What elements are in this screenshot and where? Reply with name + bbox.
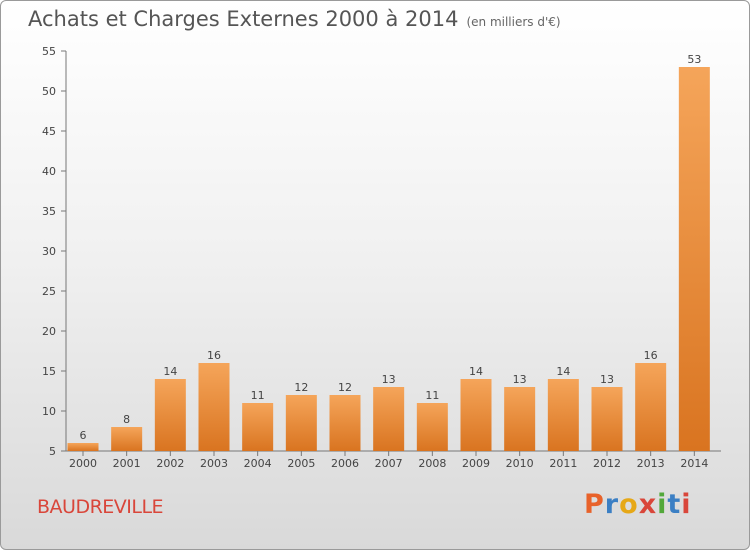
bar-value-label: 14 (556, 365, 570, 378)
bar-value-label: 13 (513, 373, 527, 386)
x-tick-label: 2005 (287, 457, 315, 470)
y-tick-label: 40 (42, 165, 56, 178)
y-tick-label: 55 (42, 45, 56, 58)
proxiti-logo: Proxiti (584, 489, 692, 520)
x-tick-label: 2012 (593, 457, 621, 470)
y-tick-label: 15 (42, 365, 56, 378)
x-axis-ticks: 2000 2001 2002 2003 2004 2005 2006 2007 2008 2009… (69, 451, 708, 470)
bar (154, 379, 186, 451)
bar (591, 387, 623, 451)
bar-value-label: 8 (123, 413, 130, 426)
bar (460, 379, 492, 451)
y-tick-label: 20 (42, 325, 56, 338)
bar-value-label: 11 (425, 389, 439, 402)
x-tick-label: 2007 (375, 457, 403, 470)
commune-name: BAUDREVILLE (37, 496, 164, 518)
bar-value-label: 12 (338, 381, 352, 394)
bar (416, 403, 448, 451)
bar (285, 395, 317, 451)
logo-letter: x (638, 489, 658, 520)
logo-letter: i (681, 489, 692, 520)
bar-value-label: 14 (469, 365, 483, 378)
bar (373, 387, 405, 451)
bar (329, 395, 361, 451)
bar (635, 363, 667, 451)
bar-value-label: 13 (382, 373, 396, 386)
bar (111, 427, 143, 451)
y-tick-label: 30 (42, 245, 56, 258)
x-tick-label: 2002 (156, 457, 184, 470)
bars: 6 8 14 16 11 12 12 13 11 14 13 14 13 16 53 (67, 53, 710, 451)
bar-value-label: 16 (207, 349, 221, 362)
x-tick-label: 2004 (244, 457, 272, 470)
x-tick-label: 2001 (113, 457, 141, 470)
bar-value-label: 16 (644, 349, 658, 362)
logo-letter: P (584, 489, 605, 520)
x-tick-label: 2003 (200, 457, 228, 470)
y-tick-label: 25 (42, 285, 56, 298)
logo-letter: t (667, 489, 682, 520)
y-axis-ticks: 5 10 15 20 25 30 35 40 45 50 55 (42, 45, 66, 458)
x-tick-label: 2000 (69, 457, 97, 470)
x-tick-label: 2006 (331, 457, 359, 470)
bar-value-label: 6 (80, 429, 87, 442)
logo-letter: r (604, 489, 620, 520)
y-tick-label: 35 (42, 205, 56, 218)
x-tick-label: 2011 (549, 457, 577, 470)
y-tick-label: 5 (49, 445, 56, 458)
x-tick-label: 2009 (462, 457, 490, 470)
bar (504, 387, 536, 451)
logo-letter: o (619, 489, 639, 520)
logo-letter: i (657, 489, 668, 520)
bar (198, 363, 230, 451)
x-tick-label: 2014 (680, 457, 708, 470)
bar-value-label: 53 (687, 53, 701, 66)
x-tick-label: 2008 (418, 457, 446, 470)
bar (242, 403, 274, 451)
bar-value-label: 13 (600, 373, 614, 386)
bar-value-label: 14 (163, 365, 177, 378)
bar-value-label: 12 (294, 381, 308, 394)
y-tick-label: 45 (42, 125, 56, 138)
y-tick-label: 10 (42, 405, 56, 418)
bar (547, 379, 579, 451)
x-tick-label: 2010 (506, 457, 534, 470)
y-tick-label: 50 (42, 85, 56, 98)
chart-unit-note: (en milliers d'€) (466, 15, 561, 29)
bar (678, 67, 710, 451)
bar-value-label: 11 (251, 389, 265, 402)
bar (67, 443, 99, 451)
x-tick-label: 2013 (637, 457, 665, 470)
chart-title: Achats et Charges Externes 2000 à 2014 (e… (28, 7, 561, 31)
chart-title-text: Achats et Charges Externes 2000 à 2014 (28, 7, 459, 31)
